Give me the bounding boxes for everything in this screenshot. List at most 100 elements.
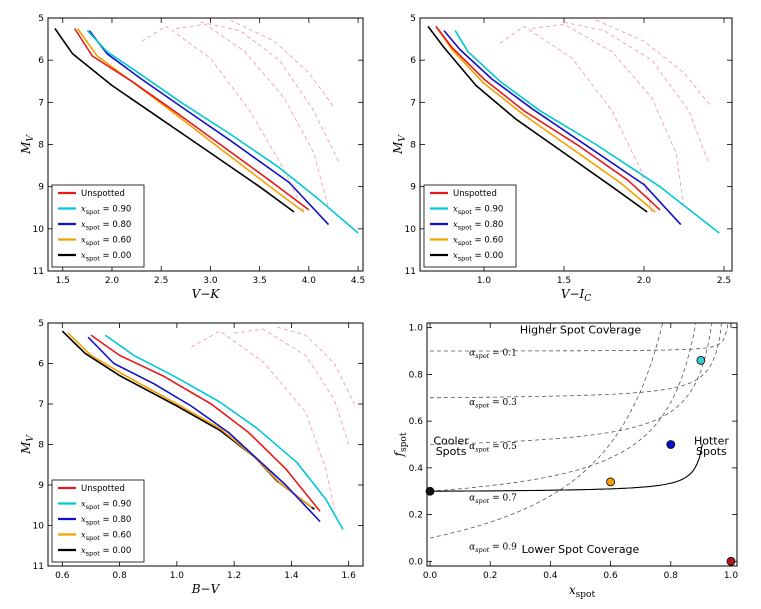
y-tick-label: 1.0 (409, 324, 424, 334)
x-tick-label: 2.5 (154, 276, 168, 286)
legend-x: x (453, 220, 458, 230)
isochrone-line (276, 326, 355, 405)
alpha-sub: spot (475, 497, 489, 505)
y-tick-label: 10 (33, 225, 45, 235)
legend-x: x (81, 546, 86, 556)
alpha-sym: α (469, 398, 475, 408)
x-tick-label: 3.5 (252, 276, 266, 286)
isochrone-line (595, 19, 712, 107)
y-axis-label-base: M (391, 141, 405, 155)
x-tick-label: 0.2 (483, 571, 497, 581)
isochrone-line (563, 21, 709, 162)
annotation-hotter-spots: Spots (696, 445, 727, 458)
series-line-x000 (54, 28, 295, 213)
x-tick-label: 1.0 (724, 571, 739, 581)
legend-label-x090: xspot = 0.90 (453, 205, 503, 217)
legend-label-x060: xspot = 0.60 (81, 531, 131, 543)
x-axis-label-sub: C (584, 294, 591, 304)
y-tick-label: 9 (410, 183, 416, 193)
isochrone-line (229, 19, 334, 107)
x-tick-label: 0.4 (543, 571, 558, 581)
x-tick-label: 1.5 (557, 276, 571, 286)
y-label-sub: spot (399, 432, 409, 452)
legend-box (51, 184, 145, 268)
x-tick-label: 0.6 (603, 571, 618, 581)
isochrone-line (200, 21, 339, 162)
y-axis-label: fspot (392, 432, 409, 457)
y-tick-label: 10 (405, 225, 417, 235)
legend-value: = 0.00 (100, 546, 131, 556)
y-axis-label: MV (19, 434, 36, 455)
legend-sub: spot (458, 239, 472, 247)
legend-x: x (81, 251, 86, 261)
x-tick-label: 0.6 (55, 571, 70, 581)
x-tick-label: 1.5 (56, 276, 70, 286)
legend-sub: spot (86, 503, 100, 511)
y-axis-label-base: M (19, 141, 33, 155)
legend-value: = 0.00 (100, 251, 131, 261)
legend-x: x (81, 205, 86, 215)
legend-sub: spot (458, 224, 472, 232)
legend-label-x060: xspot = 0.60 (81, 236, 131, 248)
x-tick-label: 4.0 (302, 276, 317, 286)
alpha-contour (430, 323, 729, 352)
y-tick-label: 5 (38, 319, 44, 329)
legend-label-x000: xspot = 0.00 (81, 546, 131, 558)
legend-x: x (81, 531, 86, 541)
alpha-sym: α (469, 442, 475, 452)
y-axis-label-sub: V (26, 134, 36, 142)
x-axis-label-base: B−V (191, 582, 221, 596)
alpha-sym: α (469, 349, 475, 359)
data-point (606, 477, 615, 487)
y-tick-label: 8 (410, 141, 416, 151)
alpha-contour (429, 323, 722, 399)
y-label-base: f (392, 449, 406, 457)
panel-b-minus-v: 0.6 0.8 1.0 1.2 1.4 1.6 5 6 7 8 9 10 11 B−V MV Unspotte… (19, 319, 364, 596)
plot-area (54, 19, 359, 234)
series-line-x060 (67, 332, 312, 508)
legend-label-x060: xspot = 0.60 (453, 236, 503, 248)
isochrone-line (175, 23, 329, 208)
x-tick-label: 3.0 (203, 276, 218, 286)
x-axis-label: V−K (192, 287, 221, 301)
isochrone-line (141, 25, 305, 213)
y-tick-label: 6 (38, 56, 44, 66)
alpha-val: = 0.5 (489, 442, 517, 452)
x-tick-label: 1.2 (227, 571, 241, 581)
data-point (425, 486, 435, 496)
x-tick-label: 1.4 (284, 571, 299, 581)
series-line-x000 (427, 25, 648, 213)
legend-value: = 0.60 (472, 236, 503, 246)
y-tick-label: 8 (38, 141, 44, 151)
legend-label-x000: xspot = 0.00 (453, 251, 503, 263)
legend-x: x (81, 236, 86, 246)
legend-sub: spot (86, 519, 100, 527)
y-tick-label: 9 (38, 481, 44, 491)
alpha-sub: spot (475, 401, 489, 409)
plot-area (429, 323, 729, 539)
alpha-contour (429, 323, 713, 445)
plot-frame-top (426, 322, 738, 567)
alpha-sym: α (469, 494, 475, 504)
legend-value: = 0.90 (100, 205, 131, 215)
y-tick-label: 8 (38, 441, 44, 451)
series-line-x060 (435, 25, 656, 213)
y-axis-label-group: fspot (392, 432, 409, 457)
alpha-contour (429, 323, 697, 492)
isochrone-line (190, 330, 335, 510)
series-line-x080 (88, 30, 330, 226)
y-axis-label-group: MV (19, 134, 36, 155)
alpha-val: = 0.9 (489, 543, 517, 553)
plot-area (61, 326, 355, 530)
legend-x: x (81, 500, 86, 510)
alpha-contour (429, 323, 664, 539)
isochrone-line (499, 25, 653, 213)
x-axis-label: B−V (191, 582, 221, 596)
legend-x: x (453, 236, 458, 246)
legend-sub: spot (458, 255, 472, 263)
legend-value: = 0.80 (472, 220, 503, 230)
legend-x: x (453, 205, 458, 215)
x-axis-label-base: V−I (561, 287, 585, 301)
x-axis-label-base: V−K (192, 287, 221, 301)
